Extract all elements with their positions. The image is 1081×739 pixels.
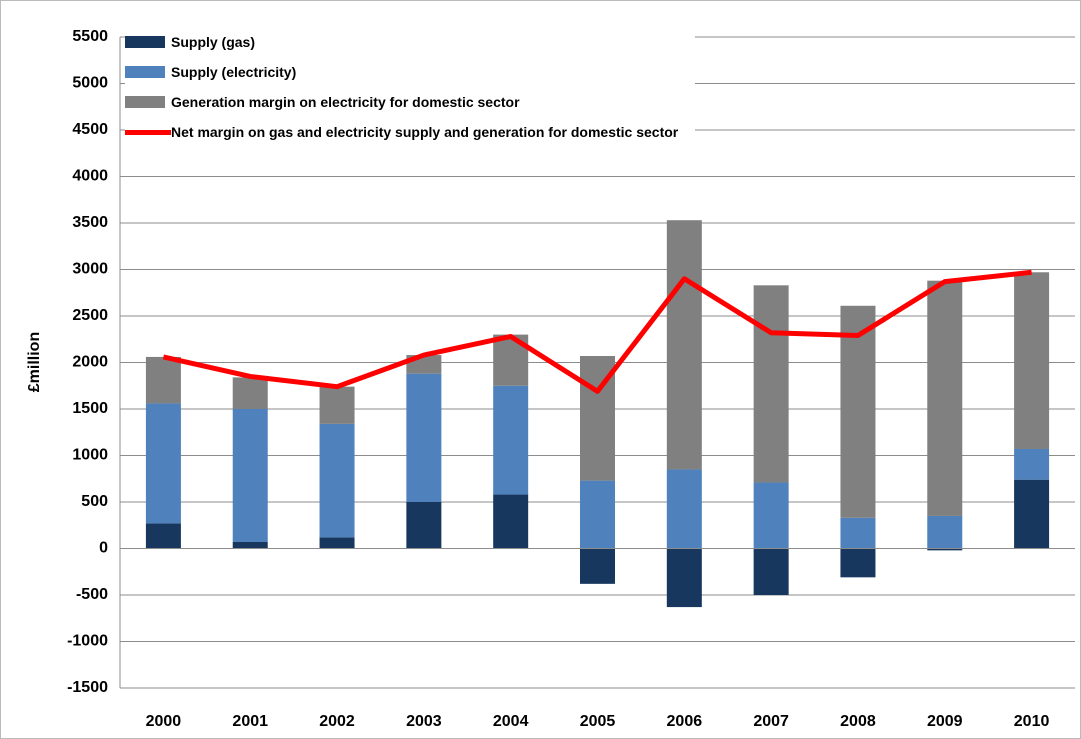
y-axis-title: £million xyxy=(26,332,43,392)
x-tick-label: 2002 xyxy=(319,713,355,730)
y-tick-label: 2500 xyxy=(72,307,108,324)
line-series xyxy=(162,269,1032,394)
bar-segment xyxy=(927,280,963,516)
bar-segment xyxy=(927,515,963,549)
y-tick-label: 1000 xyxy=(72,447,108,464)
legend: Supply (gas) Supply (electricity) Generati… xyxy=(125,30,695,150)
bar-segment xyxy=(493,494,529,549)
legend-item: Generation margin on electricity for dom… xyxy=(125,90,695,114)
x-tick-label: 2001 xyxy=(232,713,268,730)
bar-segment xyxy=(580,548,615,584)
y-tick-label: -1500 xyxy=(67,679,108,696)
bar-segment xyxy=(145,356,181,404)
bar-segment xyxy=(1014,479,1050,549)
bar-segment xyxy=(840,517,876,549)
bar-segment xyxy=(753,285,789,483)
y-tick-label: -1000 xyxy=(67,633,108,650)
bar-segment xyxy=(580,480,615,549)
bar-segment xyxy=(232,377,268,409)
bar-segment xyxy=(840,305,876,518)
y-tick-label: 0 xyxy=(99,540,108,557)
bar-segment xyxy=(666,220,702,470)
y-tick-label: 1500 xyxy=(72,400,108,417)
legend-label: Generation margin on electricity for dom… xyxy=(171,94,520,110)
legend-item: Supply (gas) xyxy=(125,30,695,54)
bar-segment xyxy=(319,386,355,424)
bar-segment xyxy=(319,537,355,549)
legend-item: Net margin on gas and electricity supply… xyxy=(125,120,695,144)
bar-segment xyxy=(753,548,789,595)
bar-segment xyxy=(493,385,529,495)
y-tick-label: 2000 xyxy=(72,354,108,371)
x-tick-label: 2004 xyxy=(493,713,529,730)
x-tick-label: 2006 xyxy=(667,713,703,730)
x-tick-label: 2009 xyxy=(927,713,963,730)
legend-label: Net margin on gas and electricity supply… xyxy=(171,124,679,140)
bar-segment xyxy=(1014,448,1050,480)
legend-swatch xyxy=(125,96,165,108)
bar-segment xyxy=(666,469,702,549)
legend-label: Supply (electricity) xyxy=(171,64,297,80)
bar-segment xyxy=(666,548,702,608)
legend-swatch xyxy=(125,36,165,48)
bar-segment xyxy=(927,548,963,551)
y-tick-label: 3500 xyxy=(72,214,108,231)
bar-segment xyxy=(840,548,876,578)
bar-segment xyxy=(406,502,442,549)
bar-segment xyxy=(232,541,268,549)
bar-segment xyxy=(145,523,181,549)
x-tick-label: 2007 xyxy=(753,713,789,730)
y-tick-label: 3000 xyxy=(72,261,108,278)
bar-segment xyxy=(753,482,789,549)
legend-swatch xyxy=(125,66,165,78)
legend-swatch xyxy=(125,130,171,135)
legend-item: Supply (electricity) xyxy=(125,60,695,84)
bar-segment xyxy=(1014,272,1050,449)
x-tick-label: 2010 xyxy=(1014,713,1050,730)
y-tick-label: 4500 xyxy=(72,121,108,138)
y-tick-label: -500 xyxy=(76,586,108,603)
bar-segment xyxy=(232,409,268,542)
x-tick-label: 2003 xyxy=(406,713,442,730)
bar-segment xyxy=(145,403,181,524)
bar-segment xyxy=(406,373,442,502)
y-tick-label: 500 xyxy=(81,493,108,510)
x-tick-label: 2008 xyxy=(840,713,876,730)
y-tick-label: 4000 xyxy=(72,168,108,185)
y-tick-label: 5500 xyxy=(72,28,108,45)
x-tick-label: 2005 xyxy=(580,713,616,730)
legend-label: Supply (gas) xyxy=(171,34,256,50)
y-tick-label: 5000 xyxy=(72,75,108,92)
bar-segment xyxy=(319,423,355,538)
x-tick-label: 2000 xyxy=(146,713,182,730)
